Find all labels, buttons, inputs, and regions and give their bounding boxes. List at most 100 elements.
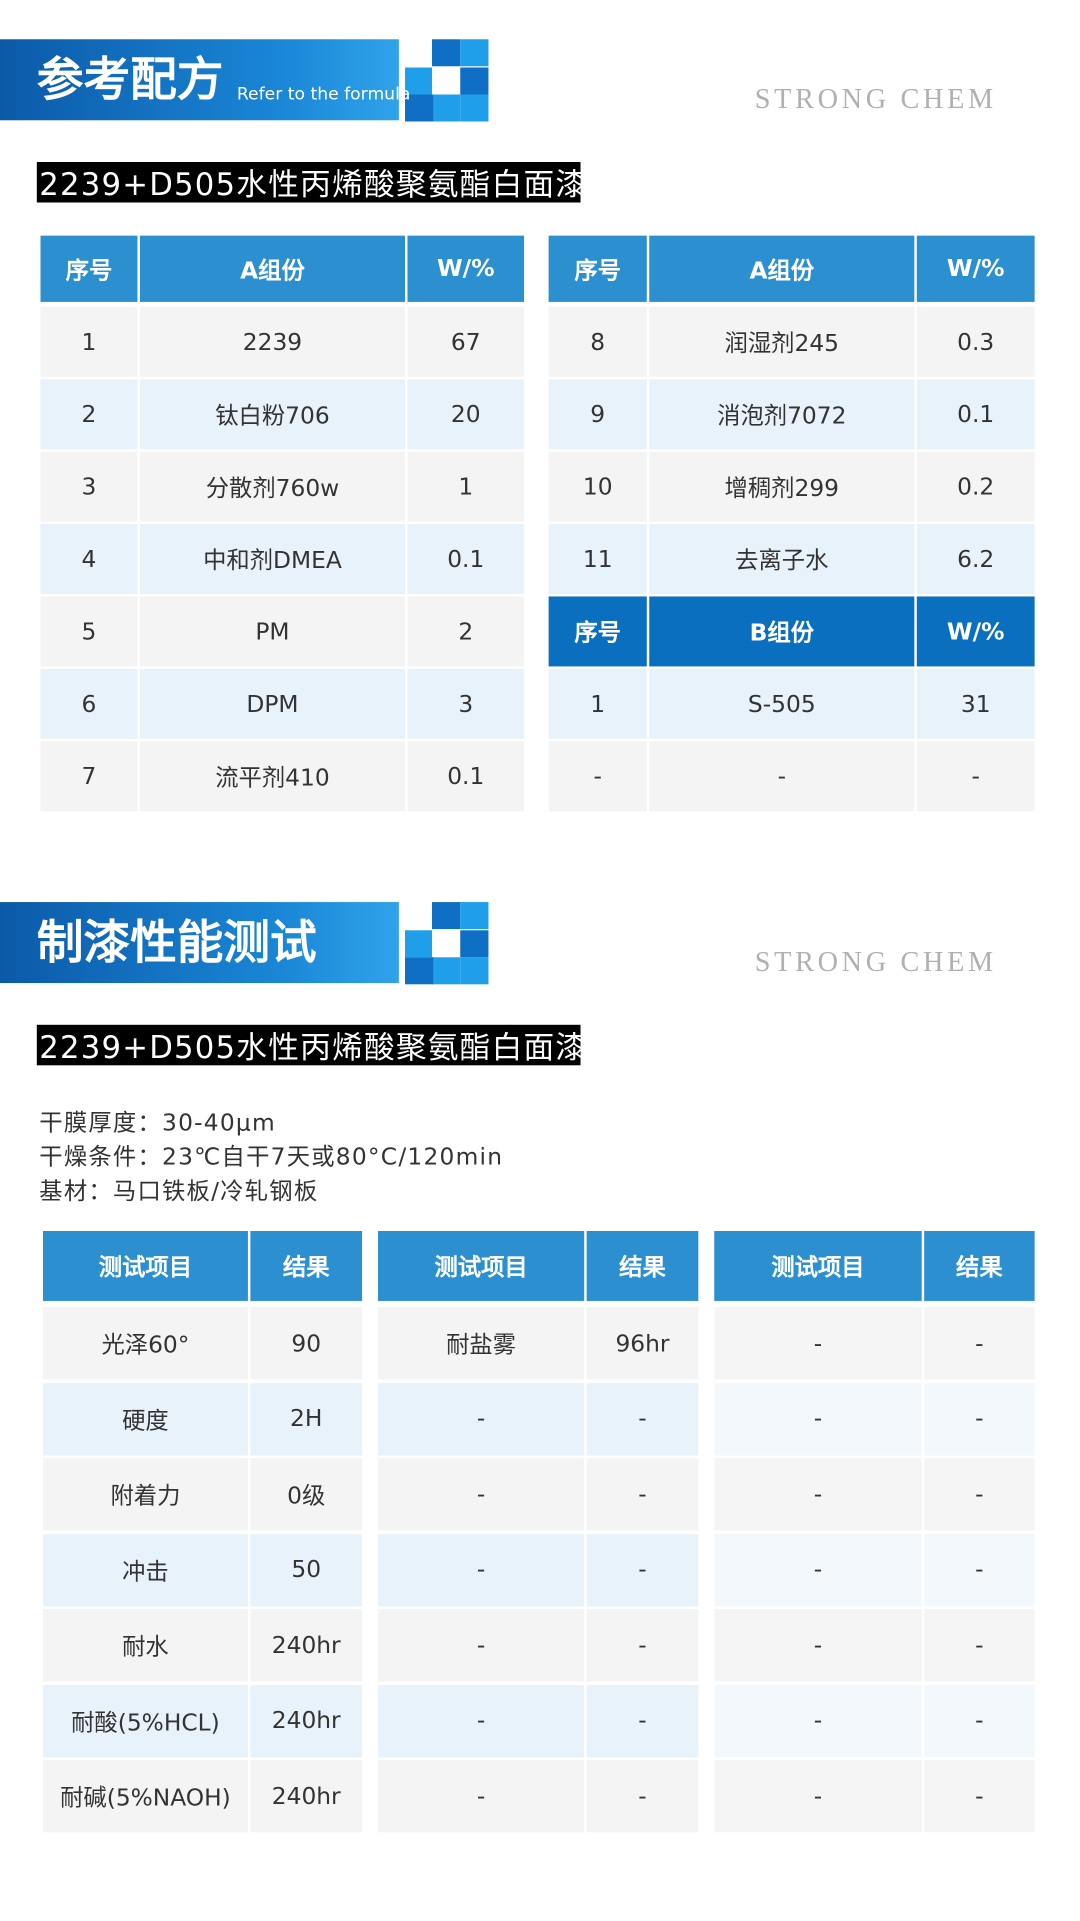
banner-square [432,902,461,930]
table-cell: 20 [407,379,525,450]
table-cell: - [924,1533,1035,1606]
banner-square [460,957,489,985]
table-cell: 2 [40,379,138,450]
table-cell: 240hr [250,1608,363,1682]
table-cell: 0.2 [916,451,1035,522]
banner-square [460,67,489,95]
table-cell: - [586,1533,699,1606]
section-title-en: Refer to the formula [236,84,411,105]
table-cell: 67 [407,306,525,377]
table-cell: 0级 [250,1458,363,1531]
banner-square [460,902,489,930]
table-cell: - [714,1608,922,1682]
banner-square [432,39,461,67]
table-cell: 冲击 [42,1533,248,1606]
table-cell: - [714,1759,922,1833]
table-cell: 0.3 [916,306,1035,377]
banner-square [460,94,489,122]
table-cell: 附着力 [42,1458,248,1531]
table-header: W/% [916,235,1035,302]
banner-square [405,930,434,958]
table-cell: - [714,1458,922,1531]
table-cell: - [714,1684,922,1757]
table-cell: 2239 [139,306,406,377]
table-header: 序号 [40,235,138,302]
table-cell: 耐盐雾 [378,1307,585,1380]
table-cell: 10 [548,451,647,522]
table-cell: 0.1 [916,379,1035,450]
table-header: 序号 [548,596,647,667]
table-header: W/% [407,235,525,302]
condition: 基材：马口铁板/冷轧钢板 [39,1178,319,1206]
table-cell: - [924,1684,1035,1757]
table-cell: 0.1 [407,741,525,812]
table-cell: 耐酸(5%HCL) [42,1684,248,1757]
banner-square [460,39,489,67]
banner-square [432,930,461,958]
table-header: 测试项目 [714,1230,922,1301]
table-cell: - [924,1608,1035,1682]
table-cell: 中和剂DMEA [139,524,406,595]
banner-square [460,930,489,958]
table-cell: 4 [40,524,138,595]
table-cell: 50 [250,1533,363,1606]
table-cell: 耐水 [42,1608,248,1682]
table-cell: 消泡剂7072 [649,379,915,450]
table-cell: - [924,1458,1035,1531]
banner-square [405,957,434,985]
table-cell: 增稠剂299 [649,451,915,522]
table-cell: 去离子水 [649,524,915,595]
table-header: 测试项目 [42,1230,248,1301]
brand: STRONG CHEM [754,946,997,977]
table-header: 测试项目 [378,1230,585,1301]
table-header: 结果 [250,1230,363,1301]
table-cell: - [378,1684,585,1757]
banner-square [405,94,434,122]
table-cell: 1 [548,668,647,739]
table-cell: - [586,1382,699,1455]
table-cell: S-505 [649,668,915,739]
table-header: A组份 [649,235,915,302]
banner-bar [0,902,399,984]
table-cell: 5 [40,596,138,667]
table-cell: - [924,1382,1035,1455]
table-cell: - [586,1458,699,1531]
table-cell: - [924,1307,1035,1380]
table-cell: - [548,741,647,812]
table-cell: 96hr [586,1307,699,1380]
table-cell: 0.1 [407,524,525,595]
table-cell: 90 [250,1307,363,1380]
table-cell: - [714,1382,922,1455]
banner-bar [0,39,399,121]
table-cell: 7 [40,741,138,812]
condition: 干燥条件：23℃自干7天或80°C/120min [39,1143,504,1171]
banner-square [432,94,461,122]
table-cell: 1 [407,451,525,522]
table-header: 结果 [586,1230,699,1301]
table-cell: 6 [40,668,138,739]
table-cell: 31 [916,668,1035,739]
table-cell: 润湿剂245 [649,306,915,377]
table-cell: 240hr [250,1759,363,1833]
section-title: 参考配方 [36,52,224,107]
table-cell: 光泽60° [42,1307,248,1380]
table-cell: 分散剂760w [139,451,406,522]
banner-square [405,67,434,95]
table-cell: 流平剂410 [139,741,406,812]
table-cell: 8 [548,306,647,377]
table-cell: - [916,741,1035,812]
table-cell: 2 [407,596,525,667]
table-cell: - [378,1382,585,1455]
table-header: 结果 [924,1230,1035,1301]
table-cell: 11 [548,524,647,595]
banner-square [432,957,461,985]
table-cell: - [586,1684,699,1757]
table-cell: DPM [139,668,406,739]
table-cell: - [714,1533,922,1606]
table-cell: - [378,1759,585,1833]
subtitle: 2239+D505水性丙烯酸聚氨酯白面漆 [36,1024,586,1066]
table-header: W/% [916,596,1035,667]
table-cell: 3 [40,451,138,522]
